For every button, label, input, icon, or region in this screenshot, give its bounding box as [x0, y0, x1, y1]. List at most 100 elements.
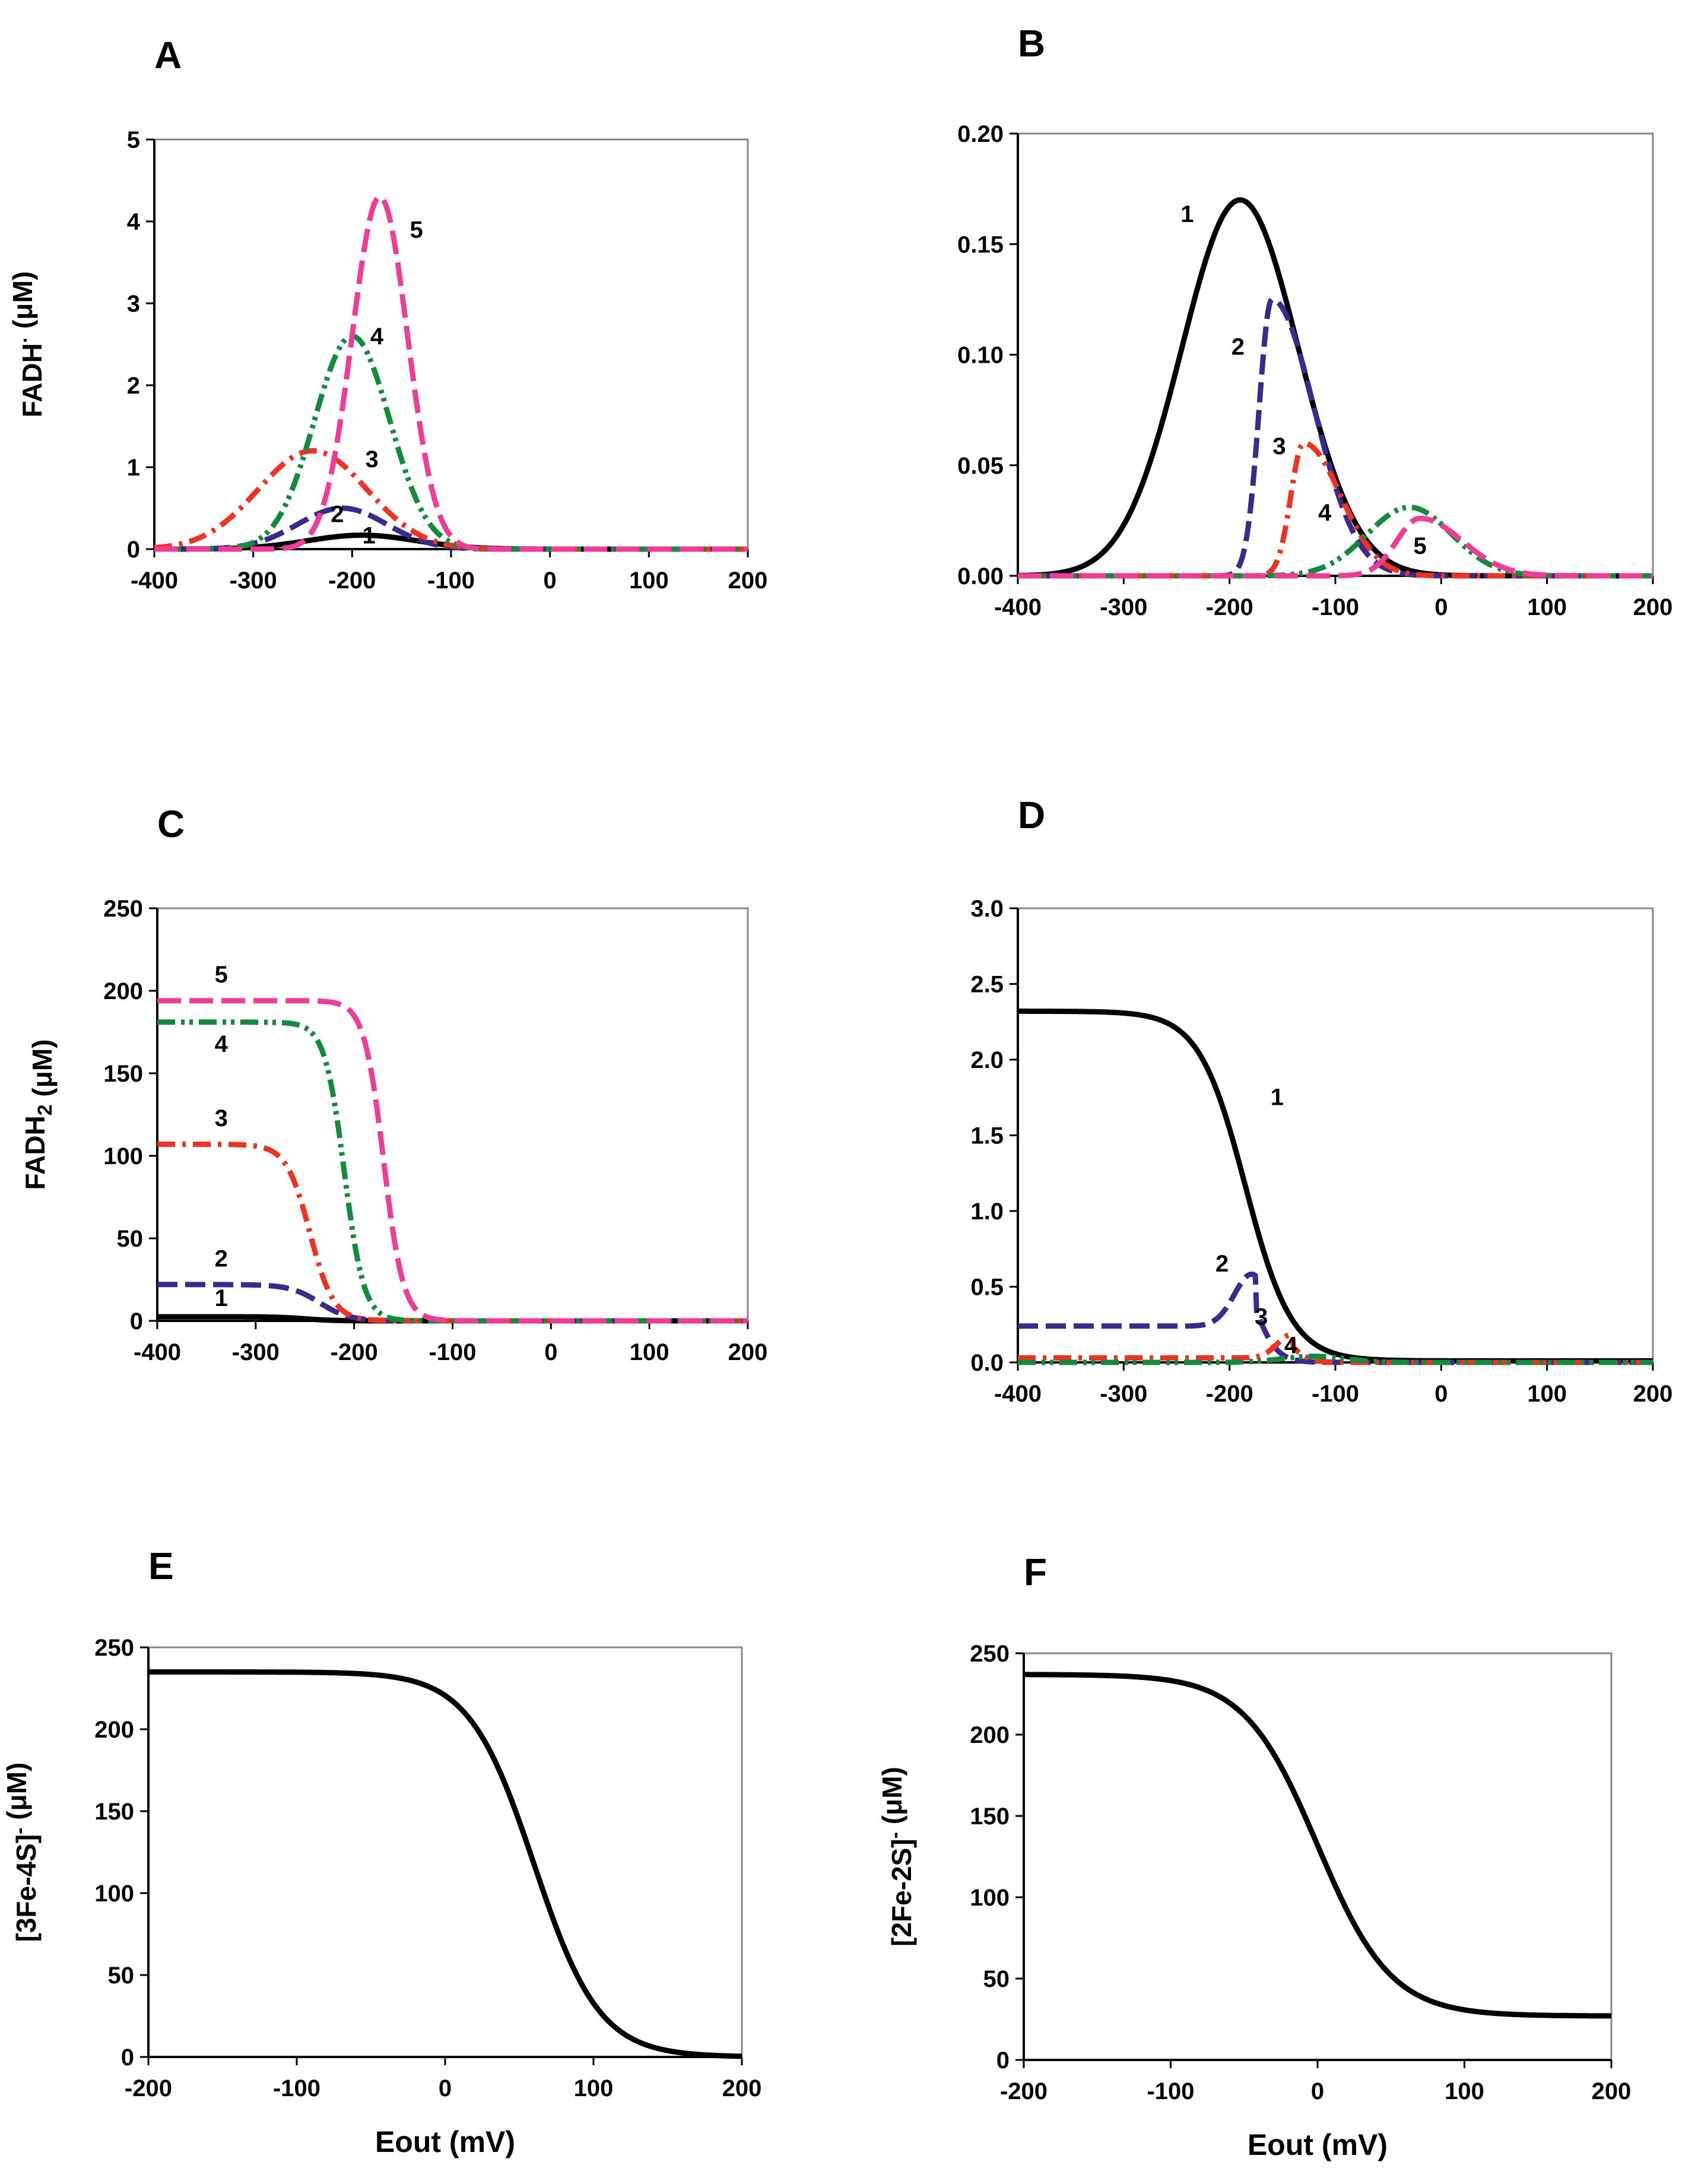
curve-label: 4: [1318, 500, 1332, 526]
x-tick-label: 100: [630, 1339, 669, 1365]
x-tick-label: -100: [1312, 594, 1359, 620]
x-tick-label: -100: [1147, 2078, 1194, 2104]
curve-label: 5: [215, 962, 228, 988]
x-tick-label: -400: [994, 1381, 1042, 1407]
curve-label: 1: [1180, 201, 1194, 227]
y-tick-label: 0: [996, 2047, 1010, 2074]
chart-panel-d: D 0.0 0.5 1.0 1.5 2.0 2.5 3.0 -400 -300 -200 -100 0 1…: [970, 794, 1672, 1407]
x-tick-label: -300: [1100, 594, 1147, 620]
series-line-4: [153, 333, 750, 552]
plot-area-frame: [156, 907, 749, 1322]
x-tick-label: -100: [427, 568, 475, 594]
curve-label: 2: [1215, 1251, 1229, 1277]
x-tick-label: 0: [1434, 594, 1448, 620]
x-axis-label: Eout (mV): [375, 2125, 515, 2158]
series-line-3: [1016, 440, 1655, 579]
x-tick-label: -100: [273, 2075, 320, 2101]
panel-letter: A: [154, 34, 182, 77]
chart-panel-f: F 0 50 100 150 200 250 -200 -100 0 100 200 [2Fe-2S]-…: [877, 1551, 1631, 2161]
y-axis-label: FADH· (μM): [7, 271, 47, 417]
x-tick-label: 0: [1434, 1381, 1448, 1407]
x-tick-label: 100: [1527, 594, 1567, 620]
y-tick-label: 1.0: [970, 1199, 1004, 1225]
curve-label: 3: [215, 1105, 228, 1131]
x-tick-label: 0: [544, 568, 557, 594]
chart-panel-b: B 0.00 0.05 0.10 0.15 0.20 -400 -300 -200 -100 0 10…: [957, 22, 1672, 620]
x-tick-label: -400: [994, 594, 1042, 620]
curve-label: 4: [1284, 1333, 1298, 1359]
panel-letter: C: [157, 803, 185, 845]
y-tick-label: 5: [127, 127, 140, 153]
y-tick-label: 250: [970, 1641, 1010, 1667]
y-tick-label: 250: [103, 896, 143, 922]
y-tick-label: 0: [127, 537, 140, 563]
x-tick-label: 200: [1592, 2078, 1631, 2104]
y-tick-label: 0.00: [957, 563, 1004, 589]
curve-label: 3: [1255, 1304, 1268, 1330]
x-axis-label: Eout (mV): [1248, 2128, 1388, 2161]
curve-label: 1: [215, 1285, 228, 1311]
curve-label: 1: [1271, 1085, 1284, 1111]
curve-label: 2: [1231, 334, 1245, 360]
panel-letter: D: [1018, 794, 1045, 836]
y-tick-label: 200: [970, 1722, 1010, 1748]
y-tick-label: 0.5: [970, 1275, 1004, 1301]
x-tick-label: 100: [574, 2075, 614, 2101]
y-tick-label: 200: [103, 978, 143, 1004]
x-tick-label: -200: [125, 2075, 172, 2101]
plot-area-frame: [1023, 1652, 1613, 2061]
x-tick-label: -100: [428, 1339, 476, 1365]
y-tick-label: 50: [108, 1963, 135, 1989]
plot-area-frame: [147, 1646, 743, 2058]
panel-letter: F: [1024, 1551, 1047, 1593]
y-tick-label: 200: [94, 1717, 134, 1743]
series-line-3: [155, 1142, 750, 1324]
curve-label: 3: [366, 446, 379, 473]
x-tick-label: 200: [1633, 1381, 1673, 1407]
x-tick-label: -300: [232, 1339, 280, 1365]
y-tick-label: 0.20: [957, 121, 1004, 147]
y-tick-label: 0.05: [957, 453, 1004, 479]
curve-label: 2: [331, 501, 344, 527]
y-tick-label: 0.0: [970, 1350, 1004, 1376]
series-line-2: [155, 1282, 750, 1324]
curve-label: 4: [215, 1031, 228, 1057]
x-tick-label: -200: [1000, 2078, 1048, 2104]
y-tick-label: 3: [127, 291, 140, 317]
y-tick-label: 150: [970, 1803, 1010, 1830]
y-tick-label: 4: [127, 209, 141, 235]
x-tick-label: -400: [134, 1339, 181, 1365]
y-tick-label: 100: [103, 1143, 143, 1169]
curve-label: 1: [363, 522, 376, 549]
curve-label: 5: [1414, 533, 1427, 559]
series-line-2: [1016, 1271, 1655, 1365]
x-tick-label: -400: [131, 568, 178, 594]
chart-panel-e: E 0 50 100 150 200 250 -200 -100 0 100 200 [3Fe-4S]-…: [1, 1545, 761, 2158]
series-line-1: [1022, 1672, 1613, 2019]
x-tick-label: 0: [1311, 2078, 1324, 2104]
x-tick-label: -200: [1206, 1381, 1253, 1407]
y-tick-label: 0.10: [957, 343, 1004, 369]
series-line-5: [1016, 515, 1655, 579]
y-axis-label: [2Fe-2S]- (μM): [877, 1767, 917, 1947]
x-tick-label: 0: [439, 2075, 452, 2101]
y-tick-label: 3.0: [970, 896, 1004, 922]
series-line-2: [1016, 296, 1655, 579]
x-tick-label: 200: [728, 568, 768, 594]
series-line-1: [147, 1669, 744, 2059]
series-line-4: [155, 1019, 750, 1324]
x-tick-label: -200: [328, 568, 376, 594]
series-line-5: [155, 998, 750, 1324]
x-tick-label: 200: [1633, 594, 1673, 620]
series-line-4: [1016, 505, 1655, 579]
series-line-1: [1016, 197, 1655, 579]
y-tick-label: 0.15: [957, 232, 1004, 258]
y-tick-label: 50: [117, 1226, 144, 1252]
x-tick-label: 100: [1445, 2078, 1484, 2104]
plot-area-frame: [1017, 907, 1654, 1364]
x-tick-label: 100: [629, 568, 669, 594]
curve-label: 4: [370, 324, 384, 350]
y-tick-label: 2: [127, 373, 140, 399]
